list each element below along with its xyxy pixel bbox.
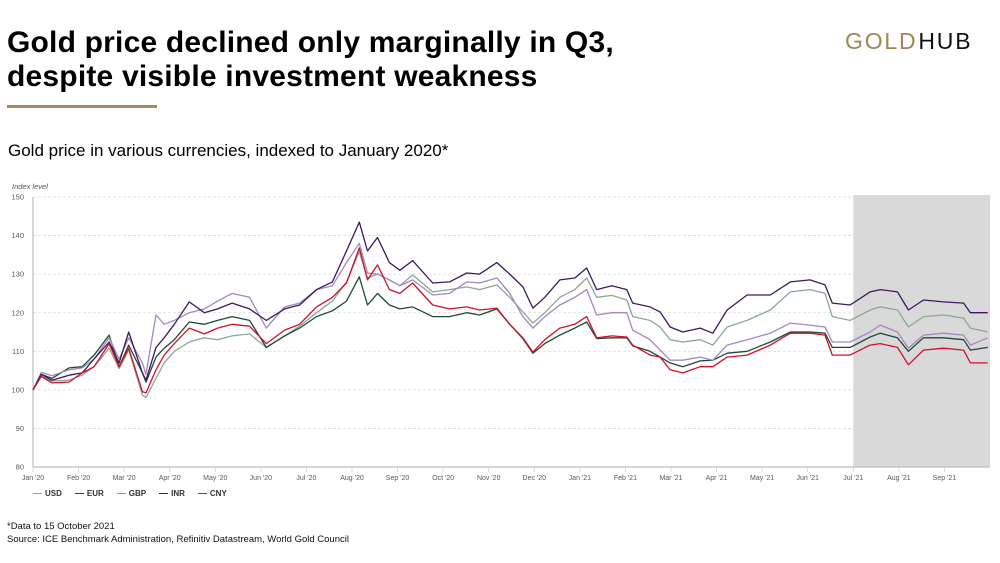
x-tick-label: Dec '20 xyxy=(523,475,547,482)
x-tick-label: Aug '21 xyxy=(887,475,911,482)
y-tick-label: 110 xyxy=(12,347,24,356)
y-tick-label: 90 xyxy=(16,424,24,433)
series-line-inr xyxy=(32,221,988,391)
y-tick-labels: 80 90 100 110 120 130 140 150 xyxy=(11,193,24,472)
legend-item-usd: USD xyxy=(33,489,62,498)
chart-title: Gold price in various currencies, indexe… xyxy=(8,141,449,160)
legend-label-eur: EUR xyxy=(86,489,104,498)
series-lines xyxy=(32,221,988,399)
x-tick-label: Apr '20 xyxy=(159,475,181,482)
x-tick-label: Feb '20 xyxy=(67,475,90,482)
axes xyxy=(32,197,990,468)
x-tick-label: Oct '20 xyxy=(432,475,454,482)
x-tick-label: Jun '21 xyxy=(797,475,819,482)
legend-swatch-usd xyxy=(33,492,42,495)
y-tick-label: 80 xyxy=(16,463,24,472)
logo-gold-text: GOLD xyxy=(845,28,918,54)
legend-label-cny: CNY xyxy=(209,489,227,498)
x-tick-label: Jan '20 xyxy=(22,475,44,482)
legend-label-usd: USD xyxy=(45,489,62,498)
legend-swatch-inr xyxy=(159,492,169,495)
legend-label-gbp: GBP xyxy=(128,489,147,498)
x-tick-label: Apr '21 xyxy=(706,475,728,482)
x-tick-label: Aug '20 xyxy=(340,475,364,482)
series-line-cny xyxy=(32,247,988,394)
y-tick-label: 120 xyxy=(11,308,24,317)
legend-swatch-eur xyxy=(74,492,84,495)
data-footnote: *Data to 15 October 2021 xyxy=(7,521,115,532)
x-tick-label: Jul '21 xyxy=(843,475,863,482)
series-line-eur xyxy=(32,276,988,391)
x-tick-label: Nov '20 xyxy=(477,475,501,482)
x-tick-label: May '20 xyxy=(203,475,227,482)
x-tick-label: Jan '21 xyxy=(569,475,591,482)
y-tick-label: 150 xyxy=(11,193,24,202)
gridlines xyxy=(33,196,990,429)
logo-hub-text: HUB xyxy=(918,28,973,54)
x-tick-label: Feb '21 xyxy=(614,475,637,482)
legend-item-inr: INR xyxy=(159,489,185,498)
x-tick-label: Mar '21 xyxy=(659,475,682,482)
chart-legend: USD EUR GBP INR CNY xyxy=(33,489,240,498)
x-tick-label: Jul '20 xyxy=(296,475,316,482)
x-tick-label: Sep '21 xyxy=(933,475,957,482)
legend-label-inr: INR xyxy=(171,489,185,498)
page-title-line-2: despite visible investment weakness xyxy=(7,60,538,93)
series-line-usd xyxy=(32,251,988,399)
legend-swatch-gbp xyxy=(116,492,126,495)
y-tick-label: 130 xyxy=(11,270,24,279)
y-tick-label: 140 xyxy=(11,231,24,240)
page-title: Gold price declined only marginally in Q… xyxy=(7,26,614,94)
source-note: Source: ICE Benchmark Administration, Re… xyxy=(7,534,349,545)
legend-swatch-cny xyxy=(197,492,207,495)
x-ticks: Jan '20 Feb '20 Mar '20 Apr '20 May '20 Jun '… xyxy=(22,467,956,482)
series-line-gbp xyxy=(32,242,988,391)
shaded-region xyxy=(853,195,990,467)
y-axis-label: Index level xyxy=(12,182,48,191)
x-tick-label: May '21 xyxy=(750,475,774,482)
x-tick-label: Sep '20 xyxy=(386,475,410,482)
title-underline xyxy=(7,105,157,108)
x-tick-label: Mar '20 xyxy=(113,475,136,482)
legend-item-cny: CNY xyxy=(197,489,227,498)
x-tick-label: Jun '20 xyxy=(250,475,272,482)
shaded-region-group xyxy=(853,195,990,467)
legend-item-gbp: GBP xyxy=(116,489,147,498)
page-title-line-1: Gold price declined only marginally in Q… xyxy=(7,26,614,59)
y-tick-label: 100 xyxy=(11,385,24,394)
legend-item-eur: EUR xyxy=(74,489,104,498)
goldhub-logo: GOLDHUB xyxy=(845,30,972,53)
